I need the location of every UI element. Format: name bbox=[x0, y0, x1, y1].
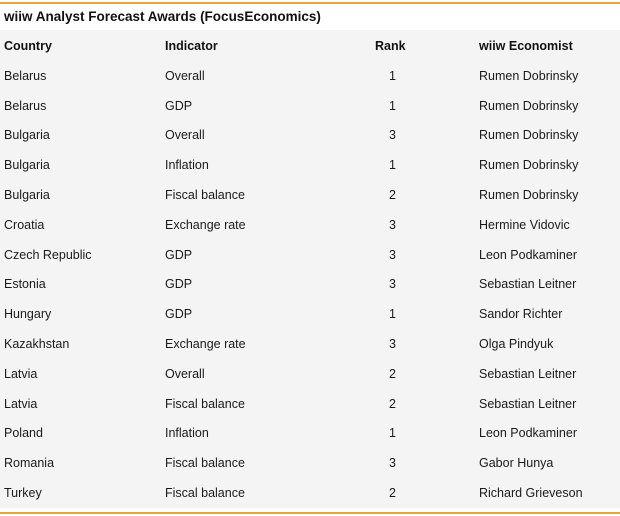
cell-country: Latvia bbox=[4, 396, 38, 411]
cell-rank: 1 bbox=[389, 98, 396, 113]
cell-rank: 1 bbox=[389, 426, 396, 441]
table-row: Kazakhstan Exchange rate 3 Olga Pindyuk bbox=[0, 329, 620, 359]
cell-economist: Sebastian Leitner bbox=[479, 277, 577, 292]
cell-economist: Gabor Hunya bbox=[479, 456, 554, 471]
cell-rank: 1 bbox=[389, 68, 396, 83]
cell-economist: Rumen Dobrinsky bbox=[479, 98, 579, 113]
column-header-country: Country bbox=[4, 38, 52, 53]
table-row: Poland Inflation 1 Leon Podkaminer bbox=[0, 419, 620, 449]
table-background bbox=[0, 30, 620, 508]
table-row: Czech Republic GDP 3 Leon Podkaminer bbox=[0, 240, 620, 270]
cell-economist: Rumen Dobrinsky bbox=[479, 128, 579, 143]
cell-rank: 3 bbox=[389, 337, 396, 352]
cell-economist: Olga Pindyuk bbox=[479, 337, 554, 352]
cell-indicator: Fiscal balance bbox=[165, 456, 245, 471]
column-header-economist: wiiw Economist bbox=[479, 38, 573, 53]
top-divider bbox=[0, 2, 620, 4]
cell-country: Turkey bbox=[4, 486, 42, 501]
cell-country: Belarus bbox=[4, 98, 47, 113]
table-body: Belarus Overall 1 Rumen Dobrinsky Belaru… bbox=[0, 61, 620, 508]
cell-indicator: GDP bbox=[165, 98, 193, 113]
cell-country: Kazakhstan bbox=[4, 337, 70, 352]
table-row: Croatia Exchange rate 3 Hermine Vidovic bbox=[0, 210, 620, 240]
table-row: Bulgaria Inflation 1 Rumen Dobrinsky bbox=[0, 150, 620, 180]
cell-rank: 2 bbox=[389, 366, 396, 381]
cell-economist: Rumen Dobrinsky bbox=[479, 158, 579, 173]
table-row: Latvia Overall 2 Sebastian Leitner bbox=[0, 359, 620, 389]
cell-country: Estonia bbox=[4, 277, 46, 292]
table-row: Bulgaria Fiscal balance 2 Rumen Dobrinsk… bbox=[0, 180, 620, 210]
cell-country: Hungary bbox=[4, 307, 52, 322]
cell-rank: 2 bbox=[389, 486, 396, 501]
cell-indicator: Overall bbox=[165, 128, 205, 143]
cell-economist: Rumen Dobrinsky bbox=[479, 188, 579, 203]
column-header-indicator: Indicator bbox=[165, 38, 218, 53]
cell-indicator: Overall bbox=[165, 366, 205, 381]
cell-rank: 3 bbox=[389, 456, 396, 471]
cell-indicator: Exchange rate bbox=[165, 217, 246, 232]
table-row: Turkey Fiscal balance 2 Richard Grieveso… bbox=[0, 478, 620, 508]
cell-indicator: Fiscal balance bbox=[165, 188, 245, 203]
cell-indicator: Fiscal balance bbox=[165, 486, 245, 501]
cell-economist: Leon Podkaminer bbox=[479, 426, 577, 441]
cell-indicator: Exchange rate bbox=[165, 337, 246, 352]
cell-rank: 3 bbox=[389, 247, 396, 262]
cell-indicator: Inflation bbox=[165, 158, 209, 173]
cell-country: Bulgaria bbox=[4, 158, 50, 173]
cell-indicator: GDP bbox=[165, 247, 193, 262]
table-row: Belarus GDP 1 Rumen Dobrinsky bbox=[0, 91, 620, 121]
cell-country: Czech Republic bbox=[4, 247, 92, 262]
cell-indicator: GDP bbox=[165, 277, 193, 292]
column-header-rank: Rank bbox=[375, 38, 406, 53]
cell-rank: 1 bbox=[389, 307, 396, 322]
awards-table: Country Indicator Rank wiiw Economist Be… bbox=[0, 30, 620, 508]
cell-country: Poland bbox=[4, 426, 43, 441]
cell-country: Latvia bbox=[4, 366, 38, 381]
cell-rank: 3 bbox=[389, 217, 396, 232]
table-title: wiiw Analyst Forecast Awards (FocusEcono… bbox=[4, 9, 321, 24]
cell-indicator: Fiscal balance bbox=[165, 396, 245, 411]
cell-country: Belarus bbox=[4, 68, 47, 83]
cell-economist: Sandor Richter bbox=[479, 307, 563, 322]
cell-country: Bulgaria bbox=[4, 188, 50, 203]
cell-rank: 1 bbox=[389, 158, 396, 173]
cell-rank: 2 bbox=[389, 188, 396, 203]
cell-country: Croatia bbox=[4, 217, 45, 232]
cell-economist: Richard Grieveson bbox=[479, 486, 583, 501]
cell-indicator: GDP bbox=[165, 307, 193, 322]
cell-economist: Rumen Dobrinsky bbox=[479, 68, 579, 83]
bottom-divider bbox=[0, 512, 620, 514]
cell-rank: 3 bbox=[389, 128, 396, 143]
table-row: Estonia GDP 3 Sebastian Leitner bbox=[0, 270, 620, 300]
cell-economist: Hermine Vidovic bbox=[479, 217, 570, 232]
cell-indicator: Inflation bbox=[165, 426, 209, 441]
cell-country: Bulgaria bbox=[4, 128, 50, 143]
cell-economist: Sebastian Leitner bbox=[479, 396, 577, 411]
cell-economist: Leon Podkaminer bbox=[479, 247, 577, 262]
cell-country: Romania bbox=[4, 456, 55, 471]
table-row: Latvia Fiscal balance 2 Sebastian Leitne… bbox=[0, 389, 620, 419]
cell-indicator: Overall bbox=[165, 68, 205, 83]
table-row: Belarus Overall 1 Rumen Dobrinsky bbox=[0, 61, 620, 91]
cell-rank: 2 bbox=[389, 396, 396, 411]
table-row: Bulgaria Overall 3 Rumen Dobrinsky bbox=[0, 121, 620, 151]
table-row: Romania Fiscal balance 3 Gabor Hunya bbox=[0, 448, 620, 478]
table-row: Hungary GDP 1 Sandor Richter bbox=[0, 299, 620, 329]
header-row: Country Indicator Rank wiiw Economist bbox=[0, 30, 620, 61]
cell-economist: Sebastian Leitner bbox=[479, 366, 577, 381]
cell-rank: 3 bbox=[389, 277, 396, 292]
